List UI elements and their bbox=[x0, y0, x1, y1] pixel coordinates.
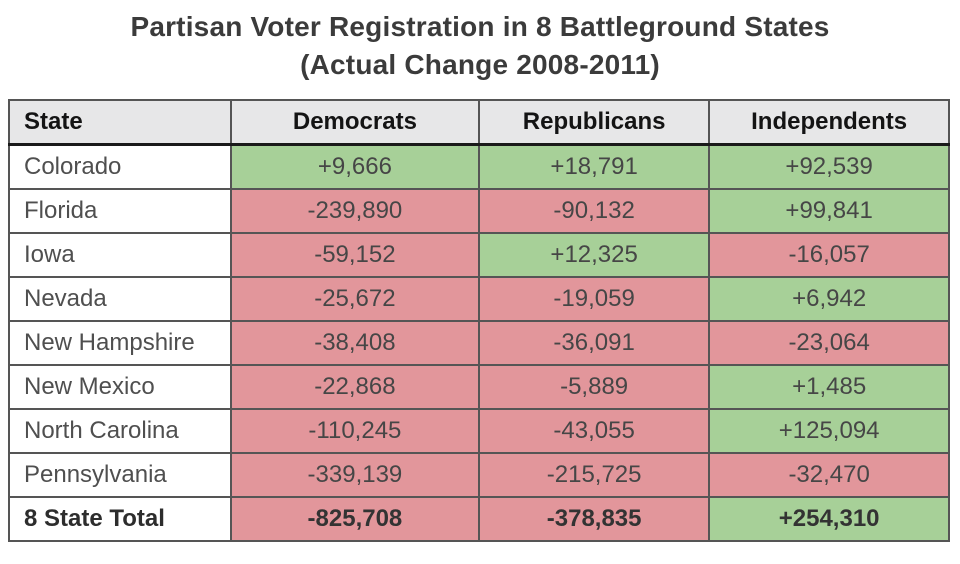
value-cell: +6,942 bbox=[708, 275, 950, 322]
value-cell: -825,708 bbox=[229, 495, 480, 542]
value-cell: -378,835 bbox=[477, 495, 711, 542]
value-cell: -43,055 bbox=[477, 407, 711, 454]
value-cell: -19,059 bbox=[477, 275, 711, 322]
value-cell: -25,672 bbox=[229, 275, 480, 322]
value-cell: -22,868 bbox=[229, 363, 480, 410]
value-cell: -339,139 bbox=[229, 451, 480, 498]
table-row: Florida -239,890 -90,132 +99,841 bbox=[8, 187, 950, 234]
value-cell: -239,890 bbox=[229, 187, 480, 234]
table-row: Iowa -59,152 +12,325 -16,057 bbox=[8, 231, 950, 278]
state-name-cell: North Carolina bbox=[8, 407, 232, 454]
value-cell: +18,791 bbox=[477, 143, 711, 190]
chart-title-line2: (Actual Change 2008-2011) bbox=[300, 48, 660, 80]
state-name-cell: Pennsylvania bbox=[8, 451, 232, 498]
value-cell: +1,485 bbox=[708, 363, 950, 410]
total-row: 8 State Total -825,708 -378,835 +254,310 bbox=[8, 495, 950, 542]
value-cell: -59,152 bbox=[229, 231, 480, 278]
column-header-democrats: Democrats bbox=[229, 98, 480, 146]
value-cell: +125,094 bbox=[708, 407, 950, 454]
value-cell: -215,725 bbox=[477, 451, 711, 498]
value-cell: -110,245 bbox=[229, 407, 480, 454]
table-row: Pennsylvania -339,139 -215,725 -32,470 bbox=[8, 451, 950, 498]
value-cell: -36,091 bbox=[477, 319, 711, 366]
chart-title: Partisan Voter Registration in 8 Battleg… bbox=[0, 0, 960, 84]
value-cell: -16,057 bbox=[708, 231, 950, 278]
table-row: North Carolina -110,245 -43,055 +125,094 bbox=[8, 407, 950, 454]
value-cell: +254,310 bbox=[708, 495, 950, 542]
state-name-cell: Florida bbox=[8, 187, 232, 234]
state-name-cell: 8 State Total bbox=[8, 495, 232, 542]
table-row: Colorado +9,666 +18,791 +92,539 bbox=[8, 143, 950, 190]
state-name-cell: New Mexico bbox=[8, 363, 232, 410]
state-name-cell: Nevada bbox=[8, 275, 232, 322]
column-header-independents: Independents bbox=[708, 98, 950, 146]
state-name-cell: Iowa bbox=[8, 231, 232, 278]
value-cell: +12,325 bbox=[477, 231, 711, 278]
table-row: New Mexico -22,868 -5,889 +1,485 bbox=[8, 363, 950, 410]
state-name-cell: New Hampshire bbox=[8, 319, 232, 366]
value-cell: +9,666 bbox=[229, 143, 480, 190]
column-header-state: State bbox=[8, 98, 232, 146]
value-cell: +99,841 bbox=[708, 187, 950, 234]
voter-registration-table: State Democrats Republicans Independents… bbox=[8, 98, 950, 542]
state-name-cell: Colorado bbox=[8, 143, 232, 190]
table-row: Nevada -25,672 -19,059 +6,942 bbox=[8, 275, 950, 322]
header-row: State Democrats Republicans Independents bbox=[8, 98, 950, 146]
value-cell: -5,889 bbox=[477, 363, 711, 410]
chart-title-line1: Partisan Voter Registration in 8 Battleg… bbox=[130, 11, 830, 42]
table-row: New Hampshire -38,408 -36,091 -23,064 bbox=[8, 319, 950, 366]
value-cell: -38,408 bbox=[229, 319, 480, 366]
value-cell: -90,132 bbox=[477, 187, 711, 234]
column-header-republicans: Republicans bbox=[477, 98, 711, 146]
value-cell: -32,470 bbox=[708, 451, 950, 498]
value-cell: +92,539 bbox=[708, 143, 950, 190]
value-cell: -23,064 bbox=[708, 319, 950, 366]
